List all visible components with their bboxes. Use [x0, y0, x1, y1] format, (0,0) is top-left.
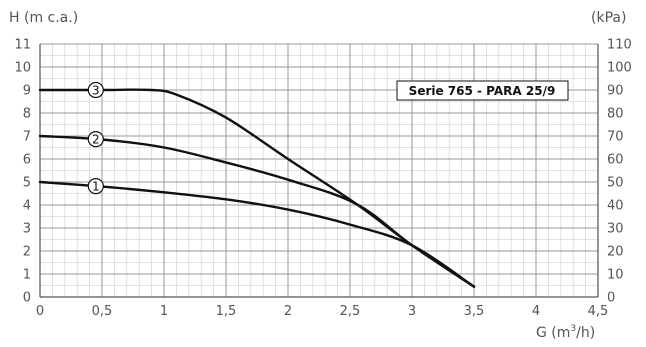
axes [39, 44, 599, 298]
y-tick-label-right: 80 [607, 107, 624, 122]
y-axis-title-right: (kPa) [591, 10, 626, 26]
x-tick-label: 1,5 [216, 304, 237, 319]
y-tick-label-right: 40 [607, 199, 624, 214]
y-tick-label-left: 7 [23, 130, 31, 145]
curve-marker-1 [87, 178, 104, 195]
y-tick-label-left: 4 [23, 199, 31, 214]
y-tick-label-right: 60 [607, 153, 624, 168]
y-tick-label-left: 0 [23, 291, 31, 306]
x-tick-label: 0 [36, 304, 44, 319]
x-tick-label: 2 [284, 304, 292, 319]
y-tick-label-left: 2 [23, 245, 31, 260]
series-line-1 [38, 180, 476, 288]
curve-label-1: 1 [92, 179, 100, 193]
x-tick-label: 2,5 [340, 304, 361, 319]
y-tick-label-left: 1 [23, 268, 31, 283]
curve-label-3: 3 [92, 83, 100, 97]
series-group: 1 2 3 [38, 81, 476, 288]
series-title-box [396, 80, 569, 101]
x-axis-title: G (m3/h) [536, 324, 595, 341]
y-tick-label-left: 3 [23, 222, 31, 237]
x-axis-title-prefix: G (m [536, 325, 570, 341]
y-tick-label-right: 70 [607, 130, 624, 145]
x-tick-label: 3 [408, 304, 416, 319]
y-tick-label-left: 11 [14, 38, 31, 53]
y-tick-label-left: 9 [23, 84, 31, 99]
y-tick-label-left: 8 [23, 107, 31, 122]
y-tick-label-right: 50 [607, 176, 624, 191]
y-tick-label-right: 90 [607, 84, 624, 99]
x-tick-label: 4,5 [588, 304, 609, 319]
x-axis-title-suffix: /h) [576, 325, 595, 341]
y-tick-label-right: 100 [607, 61, 632, 76]
curve-marker-2 [87, 131, 104, 148]
y-tick-label-left: 10 [14, 61, 31, 76]
series-line-3 [38, 88, 476, 288]
x-tick-label: 0,5 [92, 304, 113, 319]
series-title: Serie 765 - PARA 25/9 [409, 84, 556, 98]
x-tick-label: 3,5 [464, 304, 485, 319]
y-tick-label-right: 10 [607, 268, 624, 283]
x-tick-label: 1 [160, 304, 168, 319]
curve-marker-3 [87, 81, 104, 99]
y-tick-label-right: 30 [607, 222, 624, 237]
major-grid [39, 43, 599, 298]
x-tick-label: 4 [532, 304, 540, 319]
minor-grid [40, 44, 598, 297]
curve-label-2: 2 [92, 132, 100, 146]
tick-labels: 0 0,5 1 1,5 2 2,5 3 3,5 4 4,501234567891011010203… [14, 38, 631, 320]
y-tick-label-left: 6 [23, 153, 31, 168]
y-tick-label-left: 5 [23, 176, 31, 191]
y-tick-label-right: 110 [607, 38, 632, 53]
x-axis-title-sup: 3 [570, 324, 576, 334]
y-tick-label-right: 0 [607, 291, 615, 306]
y-tick-label-right: 20 [607, 245, 624, 260]
y-axis-title-left: H (m c.a.) [9, 10, 78, 26]
